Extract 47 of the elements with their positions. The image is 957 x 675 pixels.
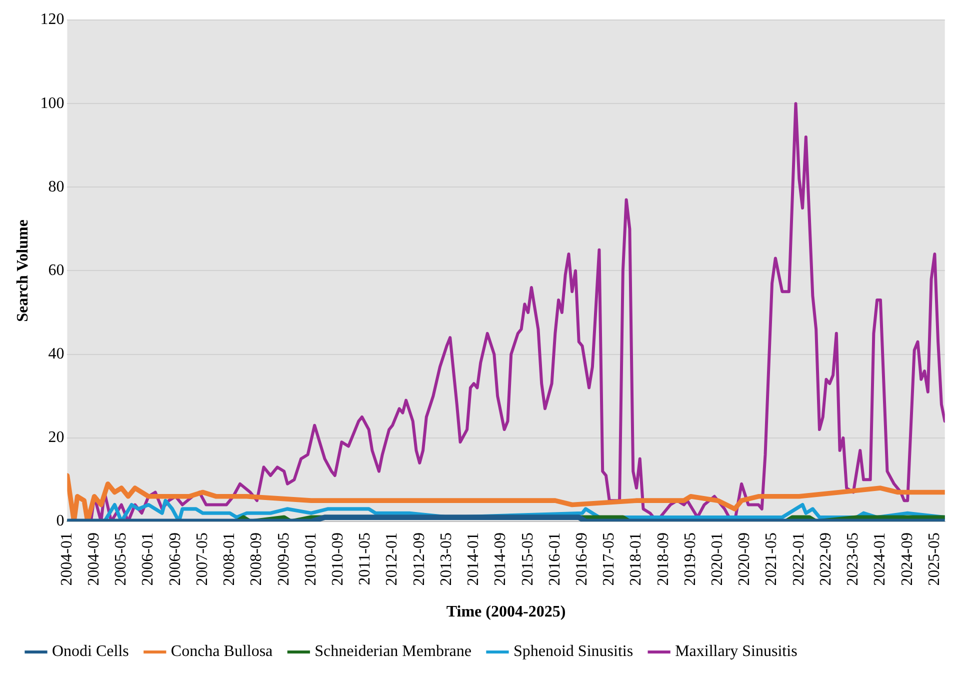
x-tick-label: 2024-01 [872,532,889,586]
legend-label: Maxillary Sinusitis [675,643,798,660]
x-tick-label: 2012-09 [410,532,428,586]
y-tick-label: 0 [56,512,64,530]
legend-label: Schneiderian Membrane [314,643,472,660]
x-tick-label: 2014-09 [492,532,510,586]
x-tick-label: 2022-01 [790,532,808,586]
x-tick-label: 2020-09 [736,532,754,586]
x-axis-title: Time (2004-2025) [446,604,566,621]
x-tick-label: 2005-05 [112,532,130,586]
legend-label: Sphenoid Sinusitis [513,643,634,660]
y-tick-label: 120 [40,11,64,28]
x-tick-label: 2006-09 [166,532,184,586]
x-tick-label: 2010-01 [302,532,320,586]
x-tick-label: 2007-05 [194,532,211,586]
x-tick-label: 2022-09 [817,532,834,586]
x-tick-label: 2016-01 [546,532,564,586]
x-tick-label: 2021-05 [763,532,780,586]
x-tick-label: 2016-09 [573,532,590,586]
x-tick-label: 2025-05 [926,532,943,586]
x-tick-label: 2020-01 [709,532,726,586]
x-tick-label: 2004-09 [86,532,103,586]
x-tick-label: 2006-01 [140,532,157,586]
x-tick-label: 2023-05 [844,532,862,586]
x-tick-label: 2014-01 [465,532,482,586]
x-tick-label: 2010-09 [329,532,346,586]
y-tick-label: 40 [48,346,64,363]
x-tick-label: 2008-01 [221,532,238,586]
x-tick-label: 2012-01 [384,532,401,586]
y-tick-label: 100 [40,94,64,112]
y-tick-label: 80 [48,178,64,196]
y-tick-label: 20 [48,429,64,446]
x-tick-label: 2018-09 [654,532,672,586]
x-tick-label: 2017-05 [600,532,618,586]
x-tick-label: 2019-05 [682,532,699,586]
x-tick-label: 2008-09 [248,532,266,586]
x-tick-label: 2011-05 [356,532,374,586]
y-axis-title: Search Volume [14,220,32,322]
legend-label: Onodi Cells [52,643,129,660]
x-tick-label: 2024-09 [898,532,916,586]
x-tick-label: 2009-05 [275,532,292,586]
x-tick-label: 2013-05 [438,532,455,586]
x-tick-label: 2004-01 [58,532,76,586]
y-tick-label: 60 [48,262,64,279]
legend-label: Concha Bullosa [170,643,273,660]
x-tick-label: 2015-05 [519,532,536,586]
x-tick-label: 2018-01 [628,532,645,586]
